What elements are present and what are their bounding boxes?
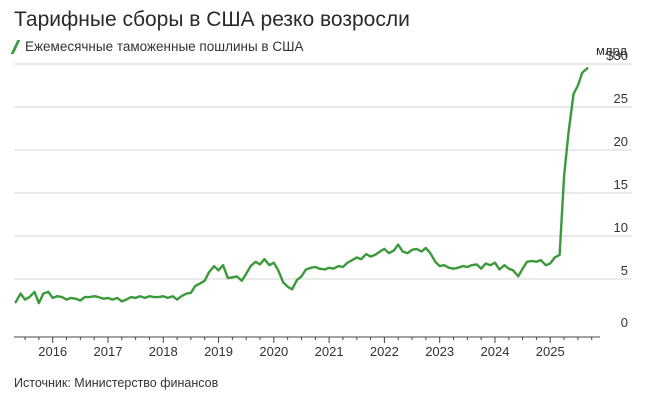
series-line-customs-duties <box>14 67 589 305</box>
legend: Ежемесячные таможенные пошлины в США <box>10 39 304 54</box>
source-note: Источник: Министерство финансов <box>14 376 219 390</box>
x-tick-label: 2025 <box>536 344 565 359</box>
axis-layer <box>14 336 600 343</box>
y-axis-unit: млрд <box>595 43 627 58</box>
x-tick-label: 2024 <box>481 344 510 359</box>
legend-label: Ежемесячные таможенные пошлины в США <box>25 39 304 54</box>
y-tick-label: 10 <box>614 220 628 235</box>
x-tick-label: 2023 <box>425 344 454 359</box>
grid-layer <box>14 63 632 280</box>
y-tick-label: 0 <box>621 315 628 330</box>
y-tick-label: 5 <box>621 263 628 278</box>
y-tick-label: 25 <box>614 91 628 106</box>
x-tick-label: 2017 <box>94 344 123 359</box>
chart-title: Тарифные сборы в США резко возросли <box>14 8 410 31</box>
x-tick-label: 2019 <box>204 344 233 359</box>
series-layer <box>14 67 589 305</box>
x-tick-label: 2021 <box>315 344 344 359</box>
x-tick-label: 2020 <box>259 344 288 359</box>
y-tick-label: 15 <box>614 177 628 192</box>
x-tick-label: 2022 <box>370 344 399 359</box>
x-tick-label: 2018 <box>149 344 178 359</box>
y-tick-label: $30 <box>606 48 628 63</box>
y-tick-label: 20 <box>614 134 628 149</box>
x-tick-label: 2016 <box>38 344 67 359</box>
